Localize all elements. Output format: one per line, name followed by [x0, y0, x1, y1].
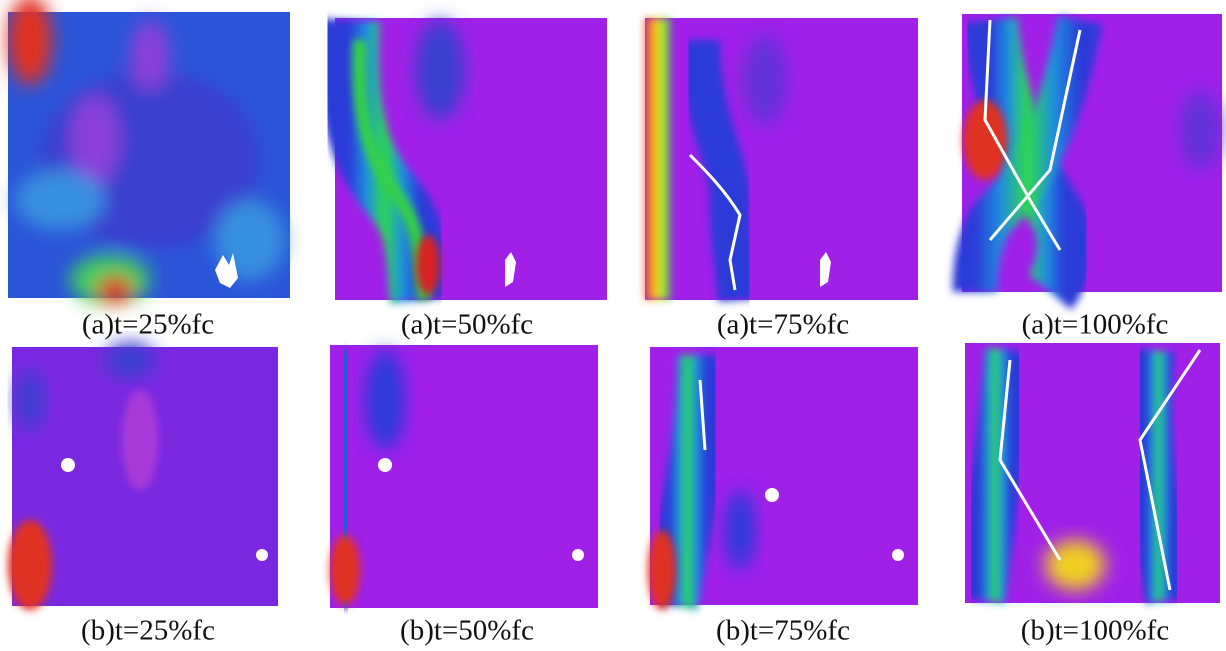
- caption: (b)t=25%fc: [81, 615, 215, 647]
- contour-image: [8, 0, 290, 305]
- contour-image: [952, 14, 1222, 310]
- caption: (a)t=25%fc: [82, 309, 214, 341]
- contour-image: [8, 342, 278, 610]
- contour-image: [642, 347, 918, 611]
- contour-image: [955, 343, 1220, 604]
- caption: (b)t=75%fc: [716, 615, 850, 647]
- contour-image: [325, 345, 598, 609]
- caption: (a)t=75%fc: [717, 309, 849, 341]
- caption: (a)t=50%fc: [401, 309, 533, 341]
- caption: (a)t=100%fc: [1022, 309, 1169, 341]
- contour-image: [319, 18, 607, 304]
- caption: (b)t=100%fc: [1021, 615, 1169, 647]
- contour-image: [645, 18, 918, 302]
- caption: (b)t=50%fc: [400, 615, 534, 647]
